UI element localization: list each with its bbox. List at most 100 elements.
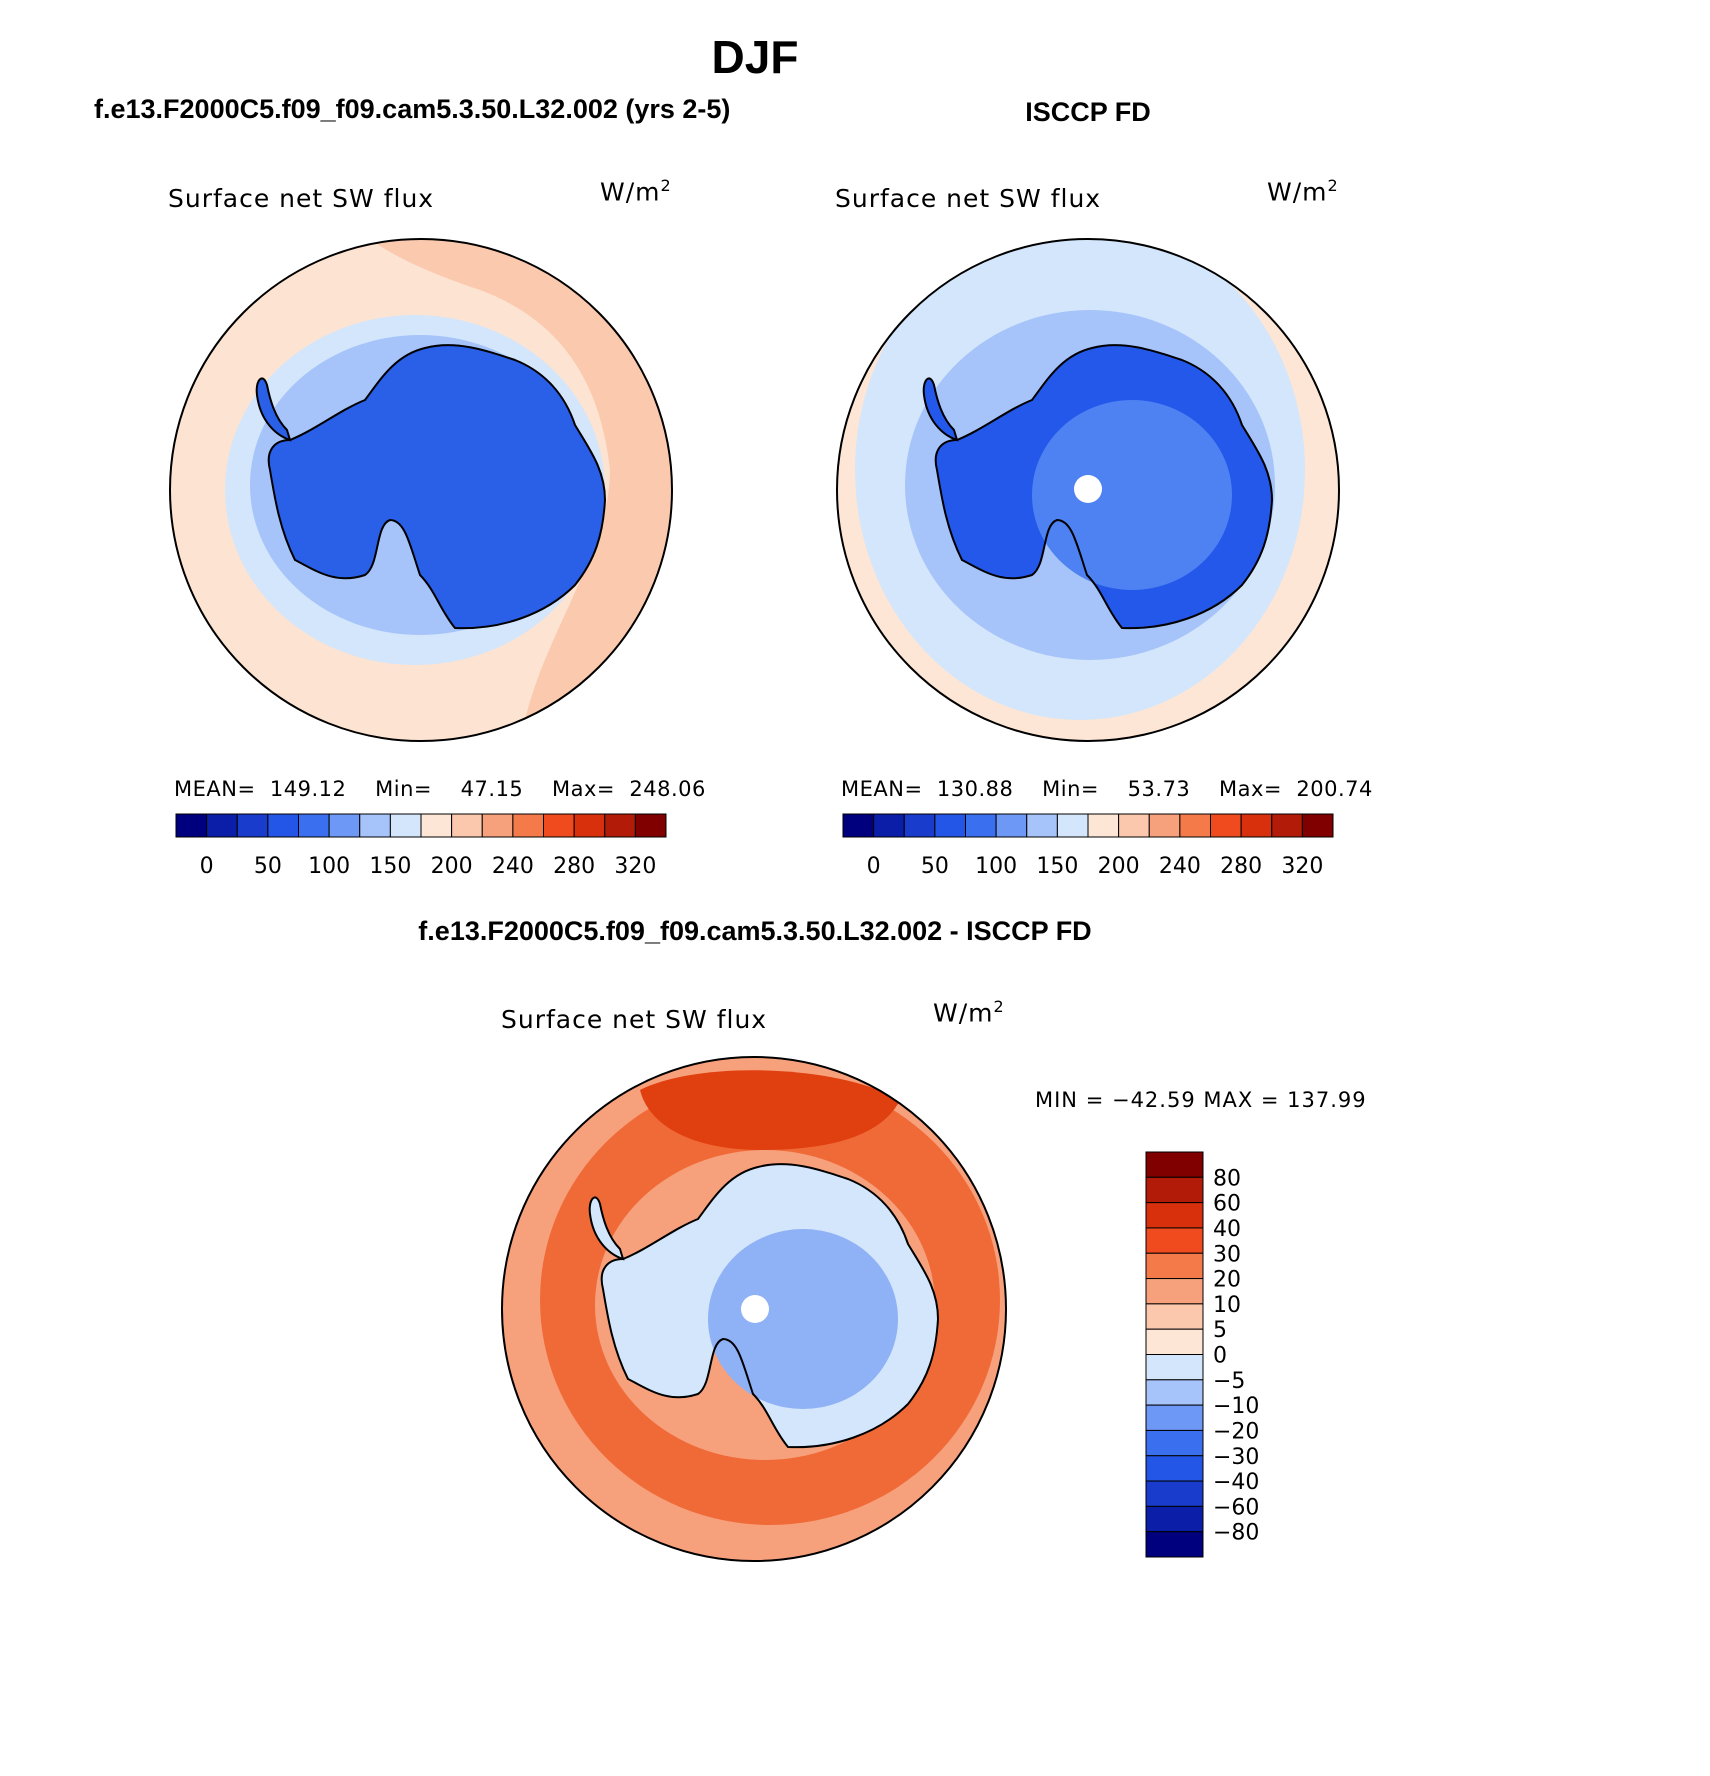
page-title: DJF xyxy=(711,31,799,83)
obs-max-value: 200.74 xyxy=(1296,777,1373,801)
difference-units-label: W/m2 xyxy=(933,997,1005,1027)
obs-min-value: 53.73 xyxy=(1127,777,1191,801)
model-colorbar-tick-label: 100 xyxy=(308,854,350,879)
difference-colorbar-tick-label: 0 xyxy=(1213,1344,1227,1369)
difference-colorbar-tick-label: 60 xyxy=(1213,1192,1241,1217)
model-colorbar-swatch xyxy=(175,813,208,838)
difference-map xyxy=(502,1057,1006,1561)
model-max-value: 248.06 xyxy=(629,777,706,801)
obs-colorbar-swatch xyxy=(934,813,966,838)
model-colorbar-swatch xyxy=(451,813,483,838)
difference-colorbar-swatch xyxy=(1145,1455,1204,1482)
obs-colorbar-swatch xyxy=(1056,813,1089,838)
obs-colorbar-swatch xyxy=(1026,813,1058,838)
difference-colorbar-swatch xyxy=(1145,1278,1204,1305)
obs-max-label: Max= xyxy=(1219,777,1283,801)
difference-colorbar-tick-label: −30 xyxy=(1213,1445,1259,1470)
difference-colorbar-tick-label: 30 xyxy=(1213,1242,1241,1267)
model-colorbar-tick-label: 240 xyxy=(492,854,534,879)
difference-pole-hole xyxy=(741,1295,769,1323)
model-mean-label: MEAN= xyxy=(174,777,256,801)
obs-mean-value: 130.88 xyxy=(936,777,1014,801)
difference-colorbar-swatch xyxy=(1145,1505,1204,1533)
model-mean-value: 149.12 xyxy=(269,777,347,801)
difference-units-exp: 2 xyxy=(993,997,1005,1016)
difference-panel-heading: f.e13.F2000C5.f09_f09.cam5.3.50.L32.002 … xyxy=(418,916,1092,946)
difference-colorbar-tick-label: 40 xyxy=(1213,1217,1241,1242)
difference-variable-label: Surface net SW flux xyxy=(501,1005,768,1034)
obs-colorbar-tick-label: 200 xyxy=(1098,854,1140,879)
difference-colorbar-swatch xyxy=(1145,1227,1204,1254)
obs-colorbar-swatch xyxy=(1240,813,1273,838)
obs-colorbar-tick-label: 280 xyxy=(1220,854,1262,879)
obs-colorbar-swatch xyxy=(1087,813,1120,838)
obs-colorbar-swatch xyxy=(1179,813,1211,838)
difference-colorbar-swatch xyxy=(1145,1303,1204,1330)
model-min-value: 47.15 xyxy=(460,777,524,801)
difference-colorbar-swatch xyxy=(1145,1480,1204,1507)
difference-colorbar-tick-label: 5 xyxy=(1213,1318,1227,1343)
model-colorbar-swatch xyxy=(236,813,269,838)
model-colorbar-swatch xyxy=(359,813,391,838)
difference-colorbar-swatch xyxy=(1145,1379,1204,1406)
obs-colorbar-swatch xyxy=(842,813,875,838)
difference-colorbar-swatch xyxy=(1145,1252,1204,1280)
difference-colorbar-swatch xyxy=(1145,1328,1204,1355)
difference-colorbar-tick-label: 10 xyxy=(1213,1293,1241,1318)
obs-min-label: Min= xyxy=(1042,777,1099,801)
obs-map xyxy=(837,239,1339,741)
model-colorbar-tick-label: 280 xyxy=(553,854,595,879)
model-panel-heading: f.e13.F2000C5.f09_f09.cam5.3.50.L32.002 … xyxy=(94,94,731,124)
model-map xyxy=(170,239,672,741)
difference-colorbar-tick-label: 20 xyxy=(1213,1268,1241,1293)
obs-colorbar-swatch xyxy=(1271,813,1303,838)
obs-units-label: W/m2 xyxy=(1267,176,1339,206)
model-colorbar-tick-label: 50 xyxy=(254,854,282,879)
obs-colorbar-swatch xyxy=(903,813,936,838)
obs-pole-hole xyxy=(1074,475,1102,503)
model-colorbar: 0 50 100 150 200 240 280 320 xyxy=(175,813,667,879)
obs-colorbar-swatch xyxy=(1118,813,1150,838)
obs-map-border xyxy=(836,238,1340,742)
model-stats: MEAN= 149.12 Min= 47.15 Max= 248.06 xyxy=(174,777,706,801)
difference-colorbar-tick-label: −5 xyxy=(1213,1369,1245,1394)
obs-units-exp: 2 xyxy=(1327,176,1339,195)
obs-colorbar-tick-label: 100 xyxy=(975,854,1017,879)
obs-variable-label: Surface net SW flux xyxy=(835,184,1102,213)
obs-colorbar-tick-label: 320 xyxy=(1281,854,1323,879)
difference-colorbar-swatch xyxy=(1145,1404,1204,1431)
difference-colorbar-swatch xyxy=(1145,1354,1204,1381)
difference-colorbar-tick-label: −80 xyxy=(1213,1521,1259,1546)
model-colorbar-swatch xyxy=(267,813,299,838)
model-colorbar-swatch xyxy=(298,813,330,838)
difference-units-base: W/m xyxy=(933,998,994,1028)
model-colorbar-swatch xyxy=(481,813,514,838)
model-colorbar-tick-label: 150 xyxy=(369,854,411,879)
obs-colorbar: 0 50 100 150 200 240 280 320 xyxy=(842,813,1334,879)
obs-colorbar-swatch xyxy=(1301,813,1334,838)
difference-range-text: MIN = −42.59 MAX = 137.99 xyxy=(1035,1088,1367,1112)
difference-colorbar-tick-label: −10 xyxy=(1213,1394,1259,1419)
obs-units-base: W/m xyxy=(1267,177,1328,207)
difference-colorbar-swatch xyxy=(1145,1202,1204,1229)
model-colorbar-swatch xyxy=(389,813,422,838)
obs-panel-heading: ISCCP FD xyxy=(1025,97,1151,127)
model-units-label: W/m2 xyxy=(600,176,672,206)
obs-colorbar-swatch xyxy=(1210,813,1242,838)
model-colorbar-swatch xyxy=(634,813,667,838)
model-variable-label: Surface net SW flux xyxy=(168,184,435,213)
obs-mean-label: MEAN= xyxy=(841,777,923,801)
difference-colorbar-swatch xyxy=(1145,1176,1204,1204)
model-max-label: Max= xyxy=(552,777,616,801)
obs-colorbar-swatch xyxy=(965,813,997,838)
obs-stats: MEAN= 130.88 Min= 53.73 Max= 200.74 xyxy=(841,777,1373,801)
model-colorbar-tick-label: 320 xyxy=(614,854,656,879)
difference-colorbar-swatch xyxy=(1145,1531,1204,1558)
difference-colorbar-tick-label: −20 xyxy=(1213,1419,1259,1444)
model-colorbar-tick-label: 0 xyxy=(200,854,214,879)
difference-colorbar-tick-label: 80 xyxy=(1213,1166,1241,1191)
model-colorbar-swatch xyxy=(206,813,238,838)
difference-colorbar-tick-label: −40 xyxy=(1213,1470,1259,1495)
obs-colorbar-tick-label: 50 xyxy=(921,854,949,879)
